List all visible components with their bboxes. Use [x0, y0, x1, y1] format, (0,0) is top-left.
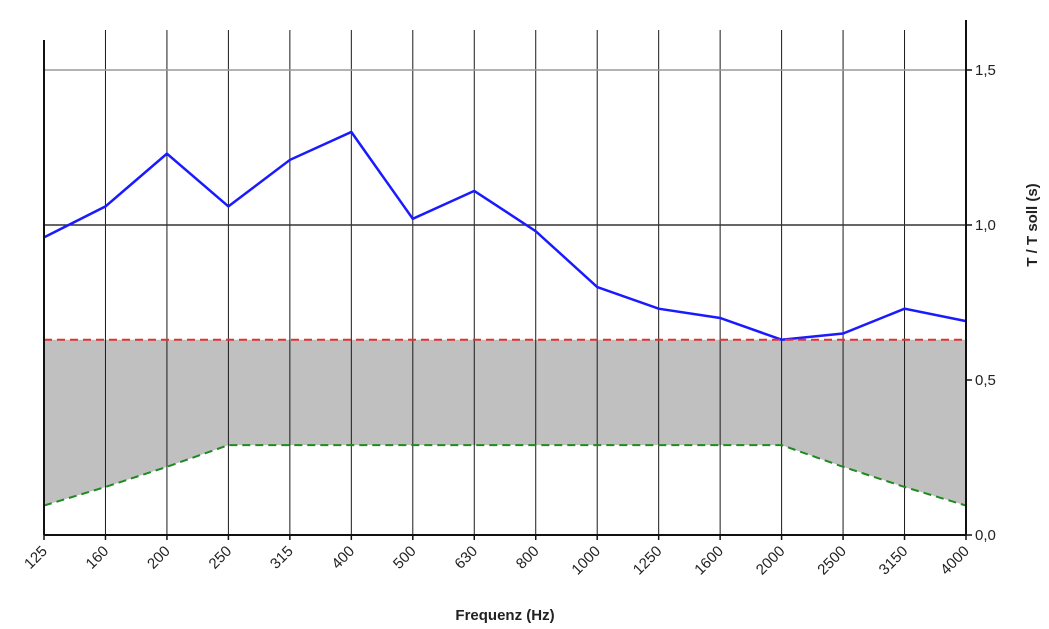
tolerance-band: [44, 339, 966, 506]
y-tick-label: 1,5: [975, 62, 996, 79]
series-line-0: [43, 130, 967, 341]
series-line-2: [43, 444, 967, 507]
y-tick-label: 1,0: [975, 217, 996, 234]
y-tick-label: 0,5: [975, 372, 996, 389]
y-axis-title: T / T soll (s): [1024, 183, 1041, 266]
series-layer: [43, 130, 967, 507]
x-axis-title: Frequenz (Hz): [455, 607, 554, 624]
y-tick-label: 0,0: [975, 527, 996, 544]
tolerance-band-layer: [44, 339, 966, 506]
grid-layer: [44, 30, 967, 535]
